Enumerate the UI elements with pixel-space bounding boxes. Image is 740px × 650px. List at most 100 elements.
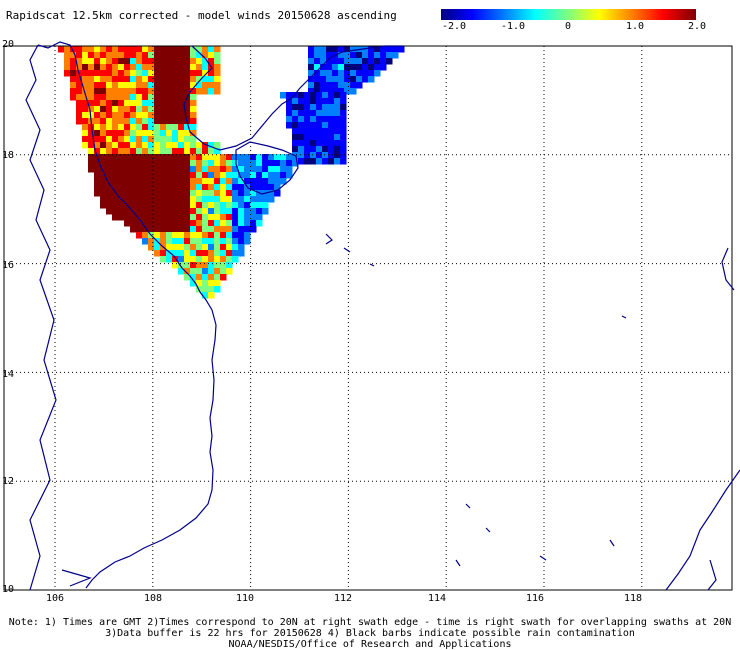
wind-cell	[202, 154, 209, 161]
wind-cell	[184, 112, 191, 119]
wind-cell	[94, 130, 101, 137]
wind-cell	[160, 52, 167, 59]
wind-cell	[178, 94, 185, 101]
wind-cell	[154, 118, 161, 125]
wind-cell	[160, 130, 167, 137]
wind-cell	[178, 106, 185, 113]
wind-cell	[154, 82, 161, 89]
wind-cell	[202, 238, 209, 245]
wind-cell	[202, 82, 209, 89]
wind-cell	[190, 226, 197, 233]
wind-cell	[214, 202, 221, 209]
wind-cell	[82, 118, 89, 125]
wind-cell	[362, 76, 369, 83]
wind-cell	[112, 112, 119, 119]
wind-cell	[208, 244, 215, 251]
wind-cell	[292, 110, 299, 117]
wind-cell	[124, 220, 131, 227]
wind-cell	[244, 166, 251, 173]
wind-cell	[328, 134, 335, 141]
wind-cell	[286, 104, 293, 111]
wind-cell	[208, 184, 215, 191]
wind-cell	[184, 154, 191, 161]
lat-lon-grid	[3, 45, 733, 591]
wind-cell	[82, 136, 89, 143]
wind-cell	[238, 220, 245, 227]
wind-cell	[100, 52, 107, 59]
wind-cell	[334, 152, 341, 159]
wind-cell	[166, 100, 173, 107]
wind-cell	[94, 184, 101, 191]
wind-cell	[226, 226, 233, 233]
wind-cell	[190, 274, 197, 281]
wind-cell	[160, 154, 167, 161]
wind-cell	[220, 274, 227, 281]
wind-cell	[280, 178, 287, 185]
wind-cell	[262, 172, 269, 179]
wind-cell	[326, 46, 333, 53]
wind-cell	[112, 130, 119, 137]
wind-cell	[238, 160, 245, 167]
wind-cell	[124, 208, 131, 215]
wind-cell	[232, 202, 239, 209]
wind-cell	[328, 110, 335, 117]
wind-cell	[196, 52, 203, 59]
wind-cell	[154, 52, 161, 59]
wind-cell	[310, 122, 317, 129]
wind-cell	[350, 82, 357, 89]
wind-cell	[380, 58, 387, 65]
wind-cell	[130, 148, 137, 155]
wind-cell	[172, 112, 179, 119]
wind-cell	[322, 140, 329, 147]
map-title: Rapidscat 12.5km corrected - model winds…	[6, 9, 397, 22]
wind-cell	[232, 178, 239, 185]
wind-cell	[344, 46, 351, 53]
wind-cell	[154, 136, 161, 143]
wind-cell	[268, 190, 275, 197]
wind-cell	[220, 208, 227, 215]
wind-cell	[386, 52, 393, 59]
wind-cell	[244, 238, 251, 245]
wind-cell	[256, 154, 263, 161]
wind-cell	[160, 238, 167, 245]
wind-cell	[178, 172, 185, 179]
wind-cell	[64, 64, 71, 71]
wind-cell	[244, 220, 251, 227]
wind-cell	[286, 154, 293, 161]
wind-cell	[112, 124, 119, 131]
wind-cell	[100, 94, 107, 101]
wind-cell	[184, 124, 191, 131]
wind-cell	[142, 214, 149, 221]
wind-cell	[88, 154, 95, 161]
wind-cell	[256, 214, 263, 221]
wind-cell	[166, 64, 173, 71]
wind-cell	[136, 202, 143, 209]
wind-cell	[184, 136, 191, 143]
colorbar-tick-label: 2.0	[687, 21, 707, 32]
wind-cell	[172, 70, 179, 77]
wind-cell	[214, 184, 221, 191]
wind-cell	[136, 148, 143, 155]
wind-cell	[338, 64, 345, 71]
wind-cell	[160, 112, 167, 119]
wind-cell	[326, 70, 333, 77]
wind-cell	[76, 46, 83, 53]
wind-cell	[196, 88, 203, 95]
colorbar-tick-label: -1.0	[500, 21, 526, 32]
wind-cell	[320, 82, 327, 89]
wind-cell	[112, 88, 119, 95]
wind-cell	[178, 118, 185, 125]
wind-cell	[178, 214, 185, 221]
wind-cell	[250, 226, 257, 233]
wind-cell	[76, 52, 83, 59]
wind-cell	[208, 190, 215, 197]
wind-cell	[112, 202, 119, 209]
wind-cell	[166, 46, 173, 53]
wind-cell	[160, 220, 167, 227]
wind-cell	[196, 148, 203, 155]
wind-cell	[118, 142, 125, 149]
wind-cell	[118, 202, 125, 209]
wind-cell	[220, 250, 227, 257]
wind-cell	[130, 172, 137, 179]
lon-label: 106	[45, 593, 65, 604]
